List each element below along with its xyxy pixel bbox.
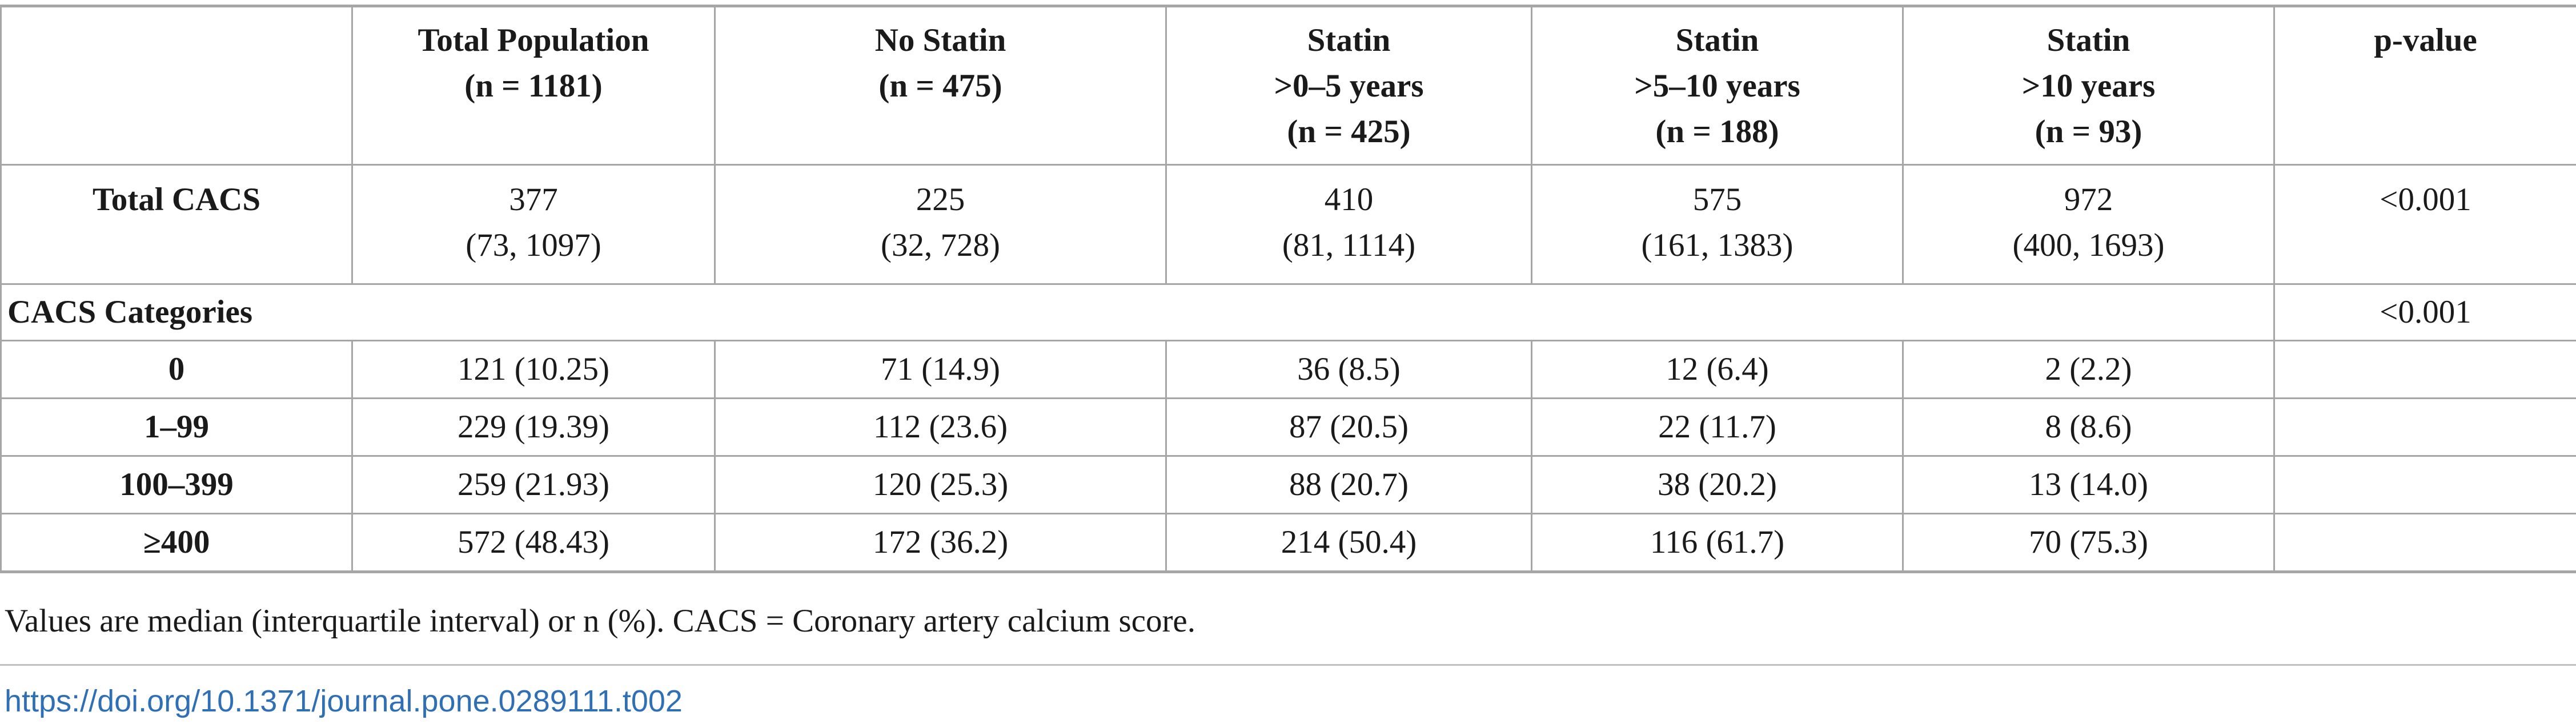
total-cacs-median: 377 xyxy=(509,182,558,218)
table-cell: 116 (61.7) xyxy=(1531,513,1904,573)
p-value-cell xyxy=(2273,455,2576,514)
header-statin-10-plus-years: Statin >10 years (n = 93) xyxy=(1902,5,2275,166)
cacs-categories-label: CACS Categories xyxy=(0,283,2275,341)
table-cell: 88 (20.7) xyxy=(1165,455,1532,514)
row-label: 100–399 xyxy=(0,455,353,514)
table-cell: 12 (6.4) xyxy=(1531,340,1904,399)
column-header-line: (n = 425) xyxy=(1287,114,1411,150)
cacs-categories-p-value: <0.001 xyxy=(2273,283,2576,341)
total-cacs-median: 225 xyxy=(916,182,965,218)
table-cell: 112 (23.6) xyxy=(714,397,1167,457)
row-label: ≥400 xyxy=(0,513,353,573)
table-cell: 214 (50.4) xyxy=(1165,513,1532,573)
total-cacs-cell-statin-0-5: 410 (81, 1114) xyxy=(1165,164,1532,285)
column-header-line: >0–5 years xyxy=(1274,68,1424,104)
table-cell: 70 (75.3) xyxy=(1902,513,2275,573)
header-row: Total Population (n = 1181) No Statin (n = … xyxy=(0,5,2576,166)
statin-cacs-table-container: Total Population (n = 1181) No Statin (n = … xyxy=(0,5,2576,573)
table-cell: 259 (21.93) xyxy=(351,455,716,514)
table-cell: 22 (11.7) xyxy=(1531,397,1904,457)
table-cell: 38 (20.2) xyxy=(1531,455,1904,514)
table-cell: 2 (2.2) xyxy=(1902,340,2275,399)
column-header-line: Statin xyxy=(2047,22,2130,58)
column-header-line: (n = 93) xyxy=(2035,114,2142,150)
header-no-statin: No Statin (n = 475) xyxy=(714,5,1167,166)
column-header-line: No Statin xyxy=(874,22,1006,58)
column-header-line: Total Population xyxy=(418,22,649,58)
header-p-value: p-value xyxy=(2273,5,2576,166)
table-cell: 120 (25.3) xyxy=(714,455,1167,514)
table-cell: 13 (14.0) xyxy=(1902,455,2275,514)
row-label: 0 xyxy=(0,340,353,399)
p-value-cell xyxy=(2273,513,2576,573)
statin-cacs-table: Total Population (n = 1181) No Statin (n = … xyxy=(0,5,2576,573)
doi-link[interactable]: https://doi.org/10.1371/journal.pone.028… xyxy=(5,684,683,718)
header-empty xyxy=(0,5,353,166)
total-cacs-median: 575 xyxy=(1692,182,1742,218)
column-header-line: Statin xyxy=(1307,22,1391,58)
column-header-line: (n = 475) xyxy=(878,68,1002,104)
table-cell: 572 (48.43) xyxy=(351,513,716,573)
table-cell: 8 (8.6) xyxy=(1902,397,2275,457)
total-cacs-iqr: (400, 1693) xyxy=(2012,227,2165,263)
total-cacs-median: 972 xyxy=(2064,182,2113,218)
total-cacs-iqr: (81, 1114) xyxy=(1282,227,1416,263)
table-cell: 121 (10.25) xyxy=(351,340,716,399)
total-cacs-cell-no-statin: 225 (32, 728) xyxy=(714,164,1167,285)
table-row: 0 121 (10.25) 71 (14.9) 36 (8.5) 12 (6.4) 2 (… xyxy=(0,340,2576,399)
row-label: 1–99 xyxy=(0,397,353,457)
column-header-line: (n = 188) xyxy=(1655,114,1779,150)
header-statin-5-10-years: Statin >5–10 years (n = 188) xyxy=(1531,5,1904,166)
p-value-cell xyxy=(2273,397,2576,457)
column-header-line: p-value xyxy=(2374,22,2477,58)
row-label-total-cacs: Total CACS xyxy=(0,164,353,285)
total-cacs-cell-total-population: 377 (73, 1097) xyxy=(351,164,716,285)
column-header-line: (n = 1181) xyxy=(464,68,603,104)
total-cacs-iqr: (73, 1097) xyxy=(466,227,601,263)
table-cell: 87 (20.5) xyxy=(1165,397,1532,457)
total-cacs-median: 410 xyxy=(1324,182,1374,218)
total-cacs-p-value: <0.001 xyxy=(2273,164,2576,285)
table-cell: 36 (8.5) xyxy=(1165,340,1532,399)
table-row: 100–399 259 (21.93) 120 (25.3) 88 (20.7) 38 … xyxy=(0,455,2576,514)
table-cell: 172 (36.2) xyxy=(714,513,1167,573)
total-cacs-cell-statin-10-plus: 972 (400, 1693) xyxy=(1902,164,2275,285)
total-cacs-iqr: (32, 728) xyxy=(881,227,1000,263)
total-cacs-iqr: (161, 1383) xyxy=(1641,227,1793,263)
table-row: 1–99 229 (19.39) 112 (23.6) 87 (20.5) 22 (11… xyxy=(0,397,2576,457)
table-row: ≥400 572 (48.43) 172 (36.2) 214 (50.4) 116 (… xyxy=(0,513,2576,573)
table-footnote: Values are median (interquartile interva… xyxy=(5,603,1195,639)
total-cacs-row: Total CACS 377 (73, 1097) 225 (32, 728) … xyxy=(0,164,2576,285)
total-cacs-cell-statin-5-10: 575 (161, 1383) xyxy=(1531,164,1904,285)
table-cell: 71 (14.9) xyxy=(714,340,1167,399)
table-body: Total CACS 377 (73, 1097) 225 (32, 728) … xyxy=(0,164,2576,573)
cacs-categories-row: CACS Categories <0.001 xyxy=(0,283,2576,341)
header-statin-0-5-years: Statin >0–5 years (n = 425) xyxy=(1165,5,1532,166)
footer-divider xyxy=(0,664,2576,666)
column-header-line: >5–10 years xyxy=(1634,68,1800,104)
p-value-cell xyxy=(2273,340,2576,399)
table-cell: 229 (19.39) xyxy=(351,397,716,457)
column-header-line: >10 years xyxy=(2021,68,2156,104)
column-header-line: Statin xyxy=(1675,22,1759,58)
header-total-population: Total Population (n = 1181) xyxy=(351,5,716,166)
